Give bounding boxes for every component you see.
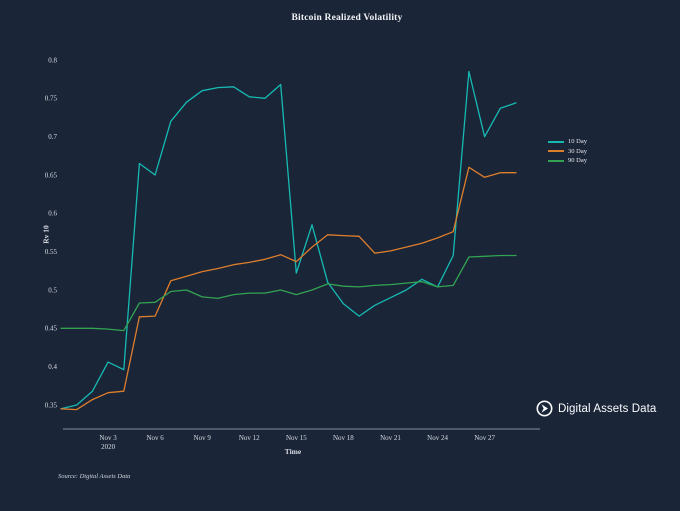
x-tick-label: Nov 18 — [333, 434, 354, 442]
x-tick-label: Nov 27 — [474, 434, 495, 442]
y-tick-label: 0.45 — [45, 325, 58, 333]
legend-item-90-day[interactable]: 90 Day — [548, 156, 587, 166]
y-tick-label: 0.8 — [48, 56, 57, 64]
x-tick-label: Nov 21 — [380, 434, 401, 442]
legend-swatch-30-day — [548, 150, 564, 153]
legend-label-10-day: 10 Day — [568, 138, 587, 145]
legend-label-30-day: 30 Day — [568, 147, 587, 155]
y-tick-label: 0.4 — [48, 363, 57, 371]
y-tick-label: 0.35 — [45, 401, 58, 409]
x-tick-label: Nov 9 — [194, 434, 212, 442]
source-note: Source: Digital Assets Data — [58, 473, 131, 480]
y-axis-label: Rv 10 — [41, 225, 51, 244]
y-tick-label: 0.75 — [45, 95, 58, 103]
series-line-90-day — [60, 254, 517, 332]
brand-logo-text: Digital Assets Data — [558, 402, 657, 415]
x-tick-label: Nov 3 — [99, 434, 117, 442]
legend-label-90-day: 90 Day — [568, 157, 587, 164]
y-tick-label: 0.7 — [48, 133, 57, 141]
legend-item-30-day[interactable]: 30 Day — [548, 147, 587, 157]
chart-title: Bitcoin Realized Volatility — [291, 13, 403, 23]
y-tick-label: 0.6 — [48, 210, 57, 218]
legend-swatch-10-day — [548, 140, 564, 143]
x-tick-label: Nov 15 — [286, 434, 307, 442]
x-tick-year-label: 2020 — [101, 443, 116, 451]
y-tick-label: 0.55 — [45, 248, 58, 256]
y-tick-label: 0.65 — [45, 171, 58, 179]
digital-assets-data-icon — [536, 400, 553, 417]
x-tick-label: Nov 24 — [427, 434, 448, 442]
x-tick-label: Nov 6 — [146, 434, 164, 442]
x-tick-label: Nov 12 — [239, 434, 260, 442]
x-axis-label: Time — [284, 447, 302, 456]
series-line-10-day — [60, 70, 517, 410]
legend-swatch-90-day — [548, 159, 564, 162]
legend-item-10-day[interactable]: 10 Day — [548, 137, 587, 147]
series-line-30-day — [60, 166, 517, 411]
y-tick-label: 0.5 — [48, 286, 57, 294]
brand-logo: Digital Assets Data — [536, 400, 656, 417]
legend: 10 Day 30 Day 90 Day — [548, 137, 587, 166]
